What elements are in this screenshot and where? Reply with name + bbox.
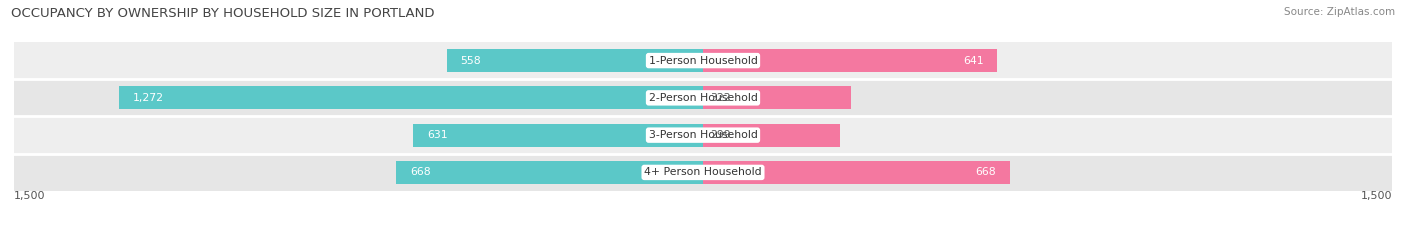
- Text: 4+ Person Household: 4+ Person Household: [644, 168, 762, 177]
- Text: 322: 322: [710, 93, 731, 103]
- Text: 2-Person Household: 2-Person Household: [648, 93, 758, 103]
- Bar: [14, 116, 1392, 154]
- Text: 1-Person Household: 1-Person Household: [648, 56, 758, 65]
- Text: 1,500: 1,500: [14, 191, 45, 201]
- Bar: [14, 42, 1392, 79]
- Text: 3-Person Household: 3-Person Household: [648, 130, 758, 140]
- Bar: [118, 86, 703, 110]
- Text: OCCUPANCY BY OWNERSHIP BY HOUSEHOLD SIZE IN PORTLAND: OCCUPANCY BY OWNERSHIP BY HOUSEHOLD SIZE…: [11, 7, 434, 20]
- Bar: [703, 161, 1010, 184]
- Bar: [413, 123, 703, 147]
- Text: 1,500: 1,500: [1361, 191, 1392, 201]
- Text: 668: 668: [411, 168, 430, 177]
- Text: 1,272: 1,272: [132, 93, 163, 103]
- Bar: [396, 161, 703, 184]
- Text: 631: 631: [427, 130, 447, 140]
- Text: Source: ZipAtlas.com: Source: ZipAtlas.com: [1284, 7, 1395, 17]
- Bar: [447, 49, 703, 72]
- Text: 299: 299: [710, 130, 731, 140]
- Bar: [703, 86, 851, 110]
- Text: 668: 668: [976, 168, 995, 177]
- Bar: [14, 79, 1392, 116]
- Bar: [703, 123, 841, 147]
- Bar: [703, 49, 997, 72]
- Text: 641: 641: [963, 56, 984, 65]
- Text: 558: 558: [461, 56, 481, 65]
- Bar: [14, 154, 1392, 191]
